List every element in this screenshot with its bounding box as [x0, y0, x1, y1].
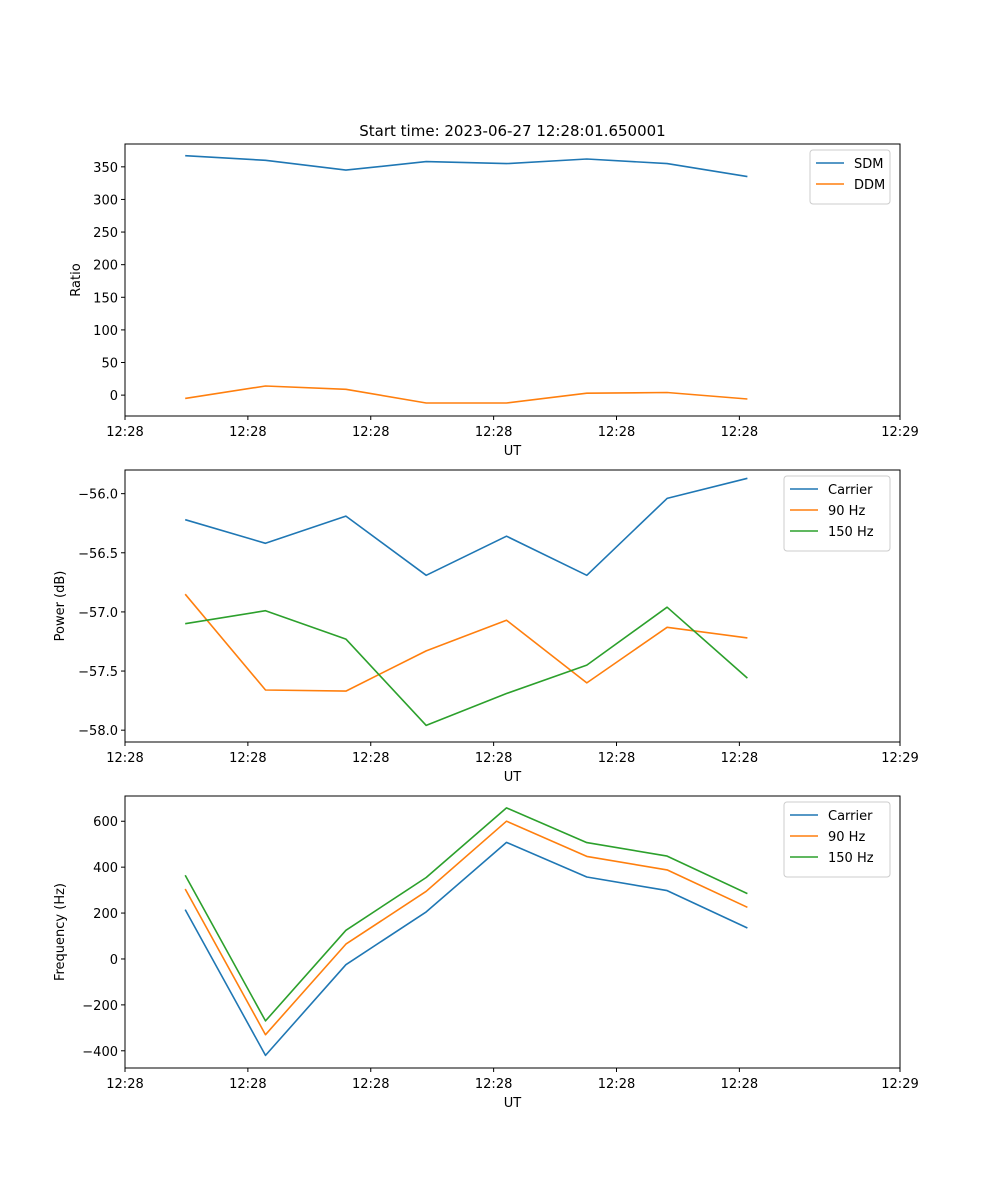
x-tick-label: 12:28: [721, 1077, 758, 1092]
y-tick-label: 50: [101, 357, 118, 372]
y-axis-label: Power (dB): [53, 571, 68, 642]
y-axis-label: Frequency (Hz): [53, 883, 68, 981]
x-tick-label: 12:28: [598, 1077, 635, 1092]
legend: SDM DDM: [809, 149, 891, 205]
series-line-sdm: [185, 154, 748, 178]
subplot-2: −58.0 −57.5 −57.0 −56.5 −56.0 12:28 12:28 12:28…: [53, 469, 919, 785]
x-tick-label: 12:28: [352, 751, 389, 766]
x-tick-label: 12:28: [721, 751, 758, 766]
legend-label: 90 Hz: [828, 830, 865, 845]
y-tick-label: 150: [93, 291, 118, 306]
x-tick-label: 12:28: [598, 751, 635, 766]
series-line-carrier: [184, 477, 748, 577]
x-axis-label: UT: [504, 1096, 522, 1111]
x-tick-label: 12:29: [881, 751, 918, 766]
y-tick-label: 350: [93, 161, 118, 176]
y-axis-label: Ratio: [69, 263, 84, 296]
series-line-150-hz: [185, 606, 748, 727]
x-axis-label: UT: [504, 444, 522, 459]
chart-title: Start time: 2023-06-27 12:28:01.650001: [359, 122, 665, 140]
x-tick-label: 12:28: [475, 751, 512, 766]
legend-label: Carrier: [828, 483, 873, 498]
y-tick-label: 200: [93, 907, 118, 922]
y-tick-label: −56.5: [78, 547, 118, 562]
x-tick-label: 12:28: [106, 425, 143, 440]
legend-box: [783, 801, 891, 878]
axes-frame: [124, 469, 901, 743]
legend-box: [783, 475, 891, 552]
legend-label: 90 Hz: [828, 504, 865, 519]
legend: Carrier 90 Hz 150 Hz: [783, 801, 891, 878]
subplot-1: Start time: 2023-06-27 12:28:01.650001 0 5…: [69, 122, 919, 459]
x-tick-label: 12:28: [229, 425, 266, 440]
x-tick-label: 12:28: [229, 1077, 266, 1092]
y-tick-label: 100: [93, 324, 118, 339]
y-tick-label: 400: [93, 861, 118, 876]
x-axis-label: UT: [504, 770, 522, 785]
y-tick-label: 300: [93, 193, 118, 208]
x-tick-label: 12:28: [475, 425, 512, 440]
y-tick-label: −400: [82, 1045, 118, 1060]
x-tick-label: 12:28: [475, 1077, 512, 1092]
y-tick-label: −58.0: [78, 724, 118, 739]
legend-label: SDM: [854, 157, 883, 172]
y-tick-label: 250: [93, 226, 118, 241]
y-tick-label: 200: [93, 259, 118, 274]
x-tick-label: 12:28: [352, 1077, 389, 1092]
x-tick-label: 12:28: [229, 751, 266, 766]
axes-frame: [124, 143, 901, 417]
x-tick-label: 12:28: [352, 425, 389, 440]
subplot-3: −400 −200 0 200 400 600 12:28 12:28 12:28 12:28 12…: [53, 795, 919, 1111]
y-tick-label: 0: [110, 953, 118, 968]
x-tick-label: 12:28: [721, 425, 758, 440]
series-line-ddm: [185, 385, 748, 404]
x-tick-label: 12:28: [106, 1077, 143, 1092]
y-tick-label: −57.5: [78, 665, 118, 680]
x-tick-label: 12:28: [598, 425, 635, 440]
legend-label: Carrier: [828, 809, 873, 824]
y-tick-label: −200: [82, 999, 118, 1014]
series-line-150-hz: [184, 807, 748, 1022]
series-line-carrier: [184, 841, 748, 1057]
y-tick-label: −57.0: [78, 606, 118, 621]
series-line-90-hz: [184, 593, 748, 692]
series-line-90-hz: [184, 820, 748, 1036]
x-tick-label: 12:29: [881, 425, 918, 440]
x-tick-label: 12:28: [106, 751, 143, 766]
legend-label: DDM: [854, 178, 885, 193]
axes-frame: [124, 795, 901, 1069]
y-tick-label: −56.0: [78, 488, 118, 503]
y-tick-label: 600: [93, 815, 118, 830]
x-tick-label: 12:29: [881, 1077, 918, 1092]
y-tick-label: 0: [110, 389, 118, 404]
legend-label: 150 Hz: [828, 851, 874, 866]
legend-label: 150 Hz: [828, 525, 874, 540]
legend: Carrier 90 Hz 150 Hz: [783, 475, 891, 552]
